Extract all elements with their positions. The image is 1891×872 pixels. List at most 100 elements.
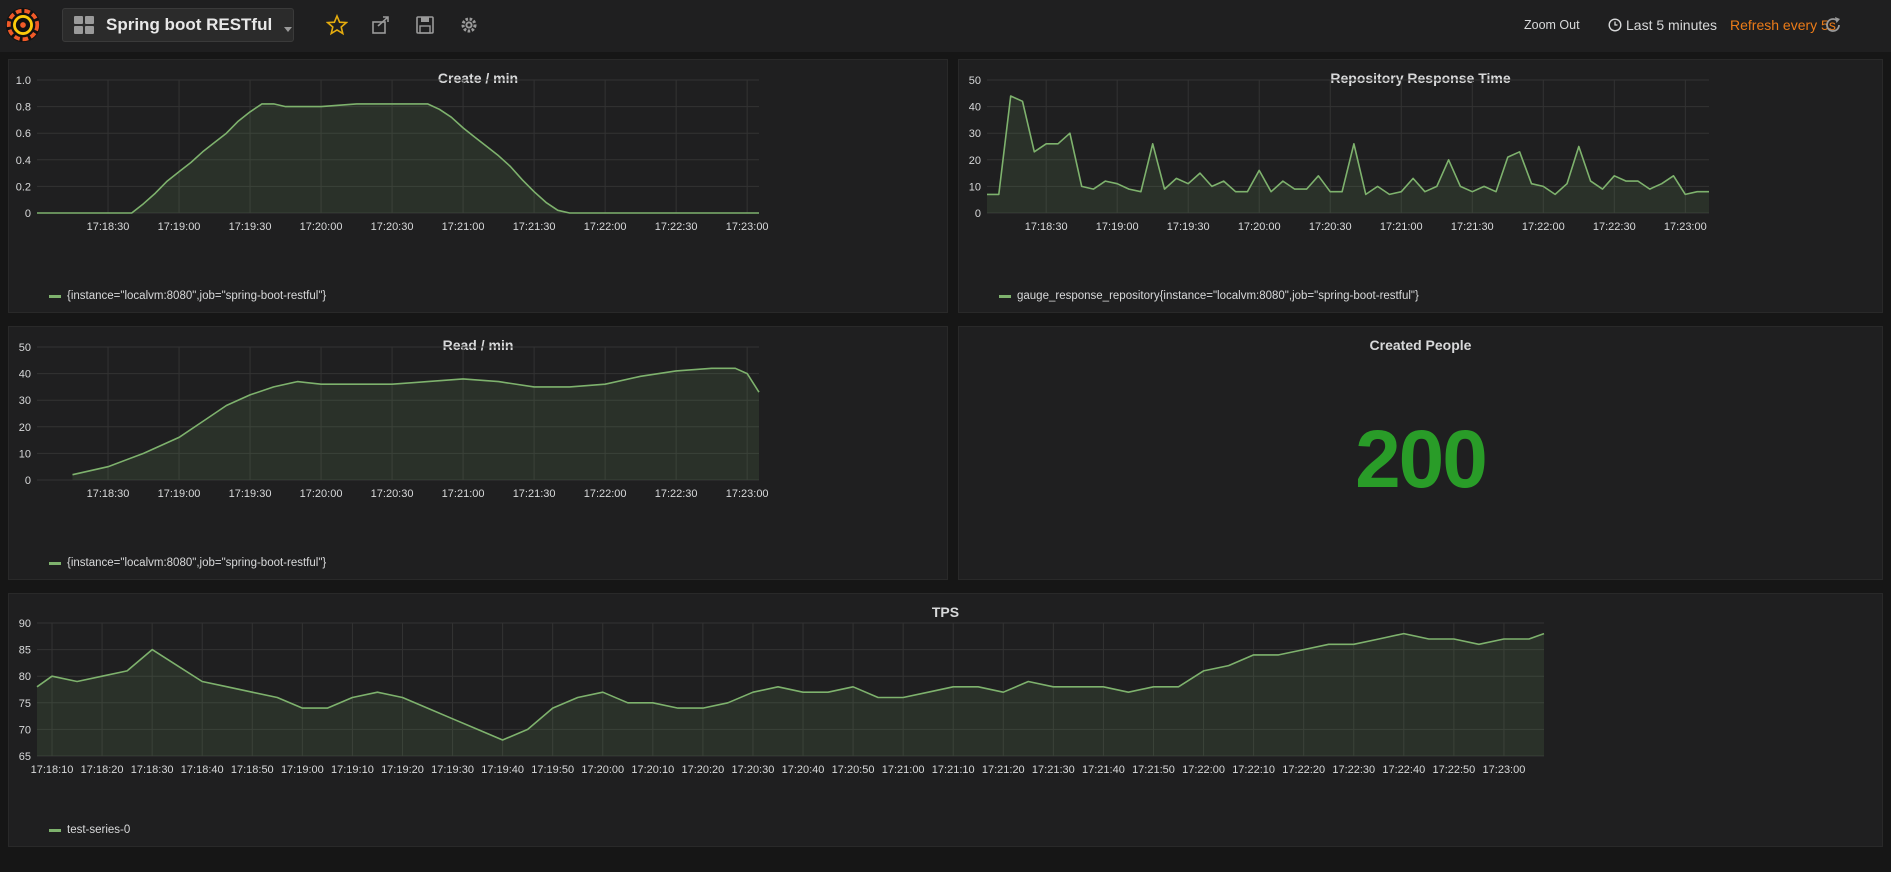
refresh-interval-label[interactable]: Refresh every 5s [1730,17,1836,33]
x-tick-label: 17:22:40 [1382,764,1425,776]
x-tick-label: 17:19:00 [158,488,201,500]
y-tick-label: 0.6 [16,128,31,140]
time-range-label: Last 5 minutes [1626,17,1718,33]
y-tick-label: 90 [19,618,31,630]
x-tick-label: 17:19:50 [531,764,574,776]
x-tick-label: 17:20:00 [300,221,343,233]
x-tick-label: 17:21:00 [882,764,925,776]
x-tick-label: 17:19:20 [381,764,424,776]
x-tick-label: 17:18:50 [231,764,274,776]
read-per-min-chart[interactable]: 50 40 30 20 10 0 17:18:30 17:19:00 17:19:30 17:20… [9,327,949,581]
x-tick-label: 17:22:20 [1282,764,1325,776]
x-tick-label: 17:23:00 [726,221,769,233]
repository-response-time-chart[interactable]: 50 40 30 20 10 0 17:18:30 17:19:00 17:19:30 17:20… [959,60,1884,314]
legend-item[interactable]: gauge_response_repository{instance="loca… [999,290,1419,302]
y-tick-label: 65 [19,751,31,763]
series-line [36,632,1545,741]
x-tick-label: 17:20:30 [371,488,414,500]
y-tick-label: 10 [969,181,981,193]
x-tick-label: 17:20:00 [300,488,343,500]
plot-area: 50 40 30 20 10 0 17:18:30 17:19:00 17:19:30 17:20… [19,342,769,500]
panel-title[interactable]: Created People [1369,337,1472,353]
y-tick-label: 1.0 [16,75,31,87]
y-tick-label: 30 [969,128,981,140]
y-tick-label: 50 [969,75,981,87]
panel-title[interactable]: Create / min [437,70,519,86]
legend-item[interactable]: {instance="localvm:8080",job="spring-boo… [49,290,326,302]
legend-label: test-series-0 [67,824,131,836]
x-tick-label: 17:20:30 [371,221,414,233]
series-line [72,367,760,476]
y-tick-label: 0 [975,208,981,220]
legend-item[interactable]: test-series-0 [49,824,130,836]
x-tick-label: 17:21:20 [982,764,1025,776]
panel-repository-response-time: Repository Response Time 50 40 30 20 10 0 17:1… [958,59,1883,313]
create-per-min-chart[interactable]: 1.0 0.8 0.6 0.4 0.2 0 17:18:30 17:19:00 17:19:30… [9,60,949,314]
legend-swatch [999,294,1011,298]
y-tick-label: 0.2 [16,181,31,193]
y-tick-label: 75 [19,698,31,710]
x-tick-label: 17:22:00 [1182,764,1225,776]
settings-icon[interactable] [458,14,480,36]
x-tick-label: 17:20:20 [681,764,724,776]
x-tick-label: 17:21:00 [442,221,485,233]
y-tick-label: 70 [19,724,31,736]
x-tick-label: 17:18:30 [131,764,174,776]
x-tick-label: 17:19:00 [1096,221,1139,233]
x-tick-label: 17:22:30 [655,221,698,233]
y-tick-label: 0.8 [16,102,31,114]
x-tick-label: 17:20:40 [782,764,825,776]
x-tick-label: 17:21:30 [513,221,556,233]
dashboard-picker[interactable]: Spring boot RESTful [62,8,294,42]
x-tick-label: 17:22:30 [1332,764,1375,776]
panel-create-per-min: Create / min 1.0 0.8 0.6 0.4 0.2 0 17:18:30 17:… [8,59,948,313]
series-line [987,95,1709,196]
x-tick-label: 17:20:30 [1309,221,1352,233]
x-tick-label: 17:21:30 [513,488,556,500]
y-tick-label: 20 [19,422,31,434]
y-tick-label: 40 [969,102,981,114]
share-icon[interactable] [370,14,392,36]
legend-swatch [49,828,61,832]
created-people-value: 200 [1355,414,1488,505]
clock-icon [1608,18,1622,32]
legend-swatch [49,294,61,298]
time-range-picker[interactable]: Last 5 minutes [1608,17,1717,33]
panel-title[interactable]: Repository Response Time [1330,70,1511,86]
zoom-out-button[interactable]: Zoom Out [1524,18,1580,32]
x-tick-label: 17:21:00 [442,488,485,500]
grafana-logo-icon[interactable] [4,6,42,44]
save-icon[interactable] [414,14,436,36]
panel-title[interactable]: TPS [931,604,960,620]
x-tick-label: 17:21:50 [1132,764,1175,776]
x-tick-label: 17:19:30 [229,221,272,233]
legend-item[interactable]: {instance="localvm:8080",job="spring-boo… [49,557,326,569]
series-line [37,103,759,214]
x-tick-label: 17:20:50 [832,764,875,776]
refresh-icon[interactable] [1823,15,1843,35]
x-tick-label: 17:18:30 [87,488,130,500]
x-tick-label: 17:19:30 [229,488,272,500]
x-tick-label: 17:19:40 [481,764,524,776]
x-tick-label: 17:23:00 [726,488,769,500]
y-tick-label: 20 [969,155,981,167]
y-tick-label: 80 [19,671,31,683]
x-tick-label: 17:22:00 [1522,221,1565,233]
y-tick-label: 0 [25,475,31,487]
legend-swatch [49,561,61,565]
panel-title[interactable]: Read / min [442,337,514,353]
x-tick-label: 17:20:00 [1238,221,1281,233]
x-tick-label: 17:20:30 [732,764,775,776]
dashboard-grid-icon [74,16,94,34]
x-tick-label: 17:22:50 [1432,764,1475,776]
legend-label: gauge_response_repository{instance="loca… [1017,290,1419,302]
x-tick-label: 17:19:30 [431,764,474,776]
x-tick-label: 17:22:00 [584,488,627,500]
x-tick-label: 17:22:00 [584,221,627,233]
star-icon[interactable] [326,14,348,36]
y-tick-label: 0.4 [16,155,31,167]
x-tick-label: 17:18:10 [31,764,74,776]
x-tick-label: 17:23:00 [1664,221,1707,233]
